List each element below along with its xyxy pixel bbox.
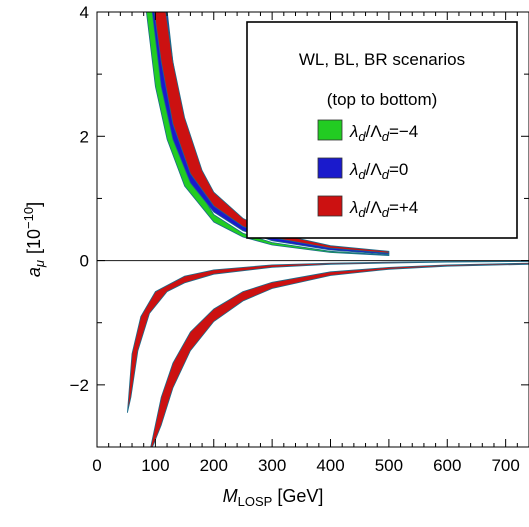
plot-frame	[96, 11, 529, 448]
legend-entry-label: λd/Λd=0	[349, 160, 408, 182]
x-tick-label: 700	[491, 456, 519, 475]
legend-title-2: (top to bottom)	[327, 90, 438, 109]
x-tick-label: 300	[258, 456, 286, 475]
legend-title-1: WL, BL, BR scenarios	[299, 50, 465, 69]
y-label-close: ]	[24, 202, 44, 207]
legend-swatch	[317, 157, 343, 179]
band-br-red	[148, 262, 529, 447]
legend-box	[246, 21, 518, 239]
tick-labels: 0 100 200 300 400 500 600 700 −2 0 2 4	[70, 3, 520, 475]
x-tick-label: 400	[316, 456, 344, 475]
legend-entry-label: λd/Λd=−4	[349, 122, 418, 144]
legend-swatch	[317, 195, 343, 217]
legend-entries: λd/Λd=−4 λd/Λd=0 λd/Λd=+4	[317, 119, 418, 220]
y-label-main: a	[24, 267, 44, 277]
legend-entry-label: λd/Λd=+4	[349, 198, 418, 220]
x-label-main: M	[223, 486, 238, 506]
y-tick-label: 2	[80, 127, 89, 146]
x-label-unit: [GeV]	[272, 486, 323, 506]
x-axis-label: MLOSP [GeV]	[223, 486, 324, 509]
y-tick-label: −2	[70, 376, 89, 395]
x-label-sub: LOSP	[238, 494, 273, 509]
x-tick-label: 0	[92, 456, 101, 475]
band-bl-red	[127, 260, 529, 413]
data-bands	[127, 12, 529, 447]
band-wl-red	[153, 12, 390, 254]
x-tick-label: 500	[375, 456, 403, 475]
y-tick-label: 4	[80, 3, 89, 22]
x-tick-label: 600	[433, 456, 461, 475]
legend: WL, BL, BR scenarios (top to bottom) λd/…	[246, 21, 518, 239]
y-tick-label: 0	[80, 252, 89, 271]
y-label-exp: −10	[21, 207, 36, 229]
x-tick-label: 100	[141, 456, 169, 475]
y-label-sub: μ	[32, 260, 47, 268]
y-axis-label: aμ [10−10]	[21, 202, 47, 277]
x-tick-label: 200	[200, 456, 228, 475]
y-label-unit: [10	[24, 229, 44, 254]
legend-swatch	[317, 119, 343, 141]
